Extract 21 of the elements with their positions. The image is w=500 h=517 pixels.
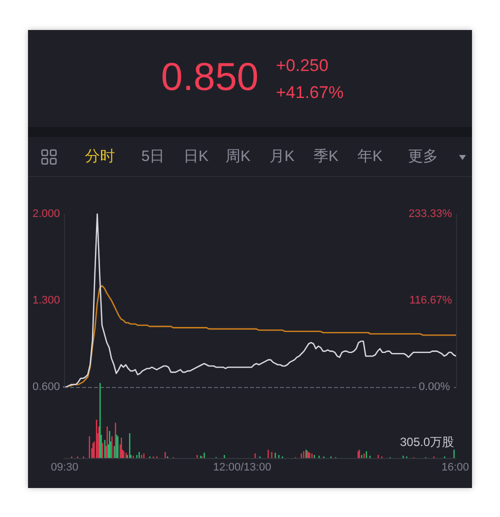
- text: 周K: [225, 147, 251, 167]
- text: 季K: [313, 147, 339, 167]
- chart-title: 0.850: [161, 56, 259, 100]
- y2-tick-label: 233.33%: [408, 208, 452, 220]
- x-tick-label: 09:30: [50, 462, 78, 474]
- x-tick-label: 12:00/13:00: [213, 462, 272, 474]
- y-tick-label: 1.300: [32, 294, 60, 306]
- y-tick-label: 2.000: [32, 208, 60, 220]
- y2-tick-label: 116.67%: [409, 294, 452, 306]
- text: +41.67%: [276, 83, 344, 103]
- text: 5日: [141, 147, 165, 167]
- y2-tick-label: 0.00%: [418, 381, 450, 393]
- text: 年K: [357, 147, 383, 167]
- text: 分时: [85, 147, 115, 167]
- text: +0.250: [276, 56, 328, 76]
- text: 月K: [269, 147, 295, 167]
- y-tick-label: 0.600: [32, 381, 60, 393]
- annotation: 305.0万股: [400, 435, 454, 449]
- x-tick-label: 16:00: [441, 462, 469, 474]
- text: 日K: [183, 147, 209, 167]
- text: 更多: [408, 147, 438, 167]
